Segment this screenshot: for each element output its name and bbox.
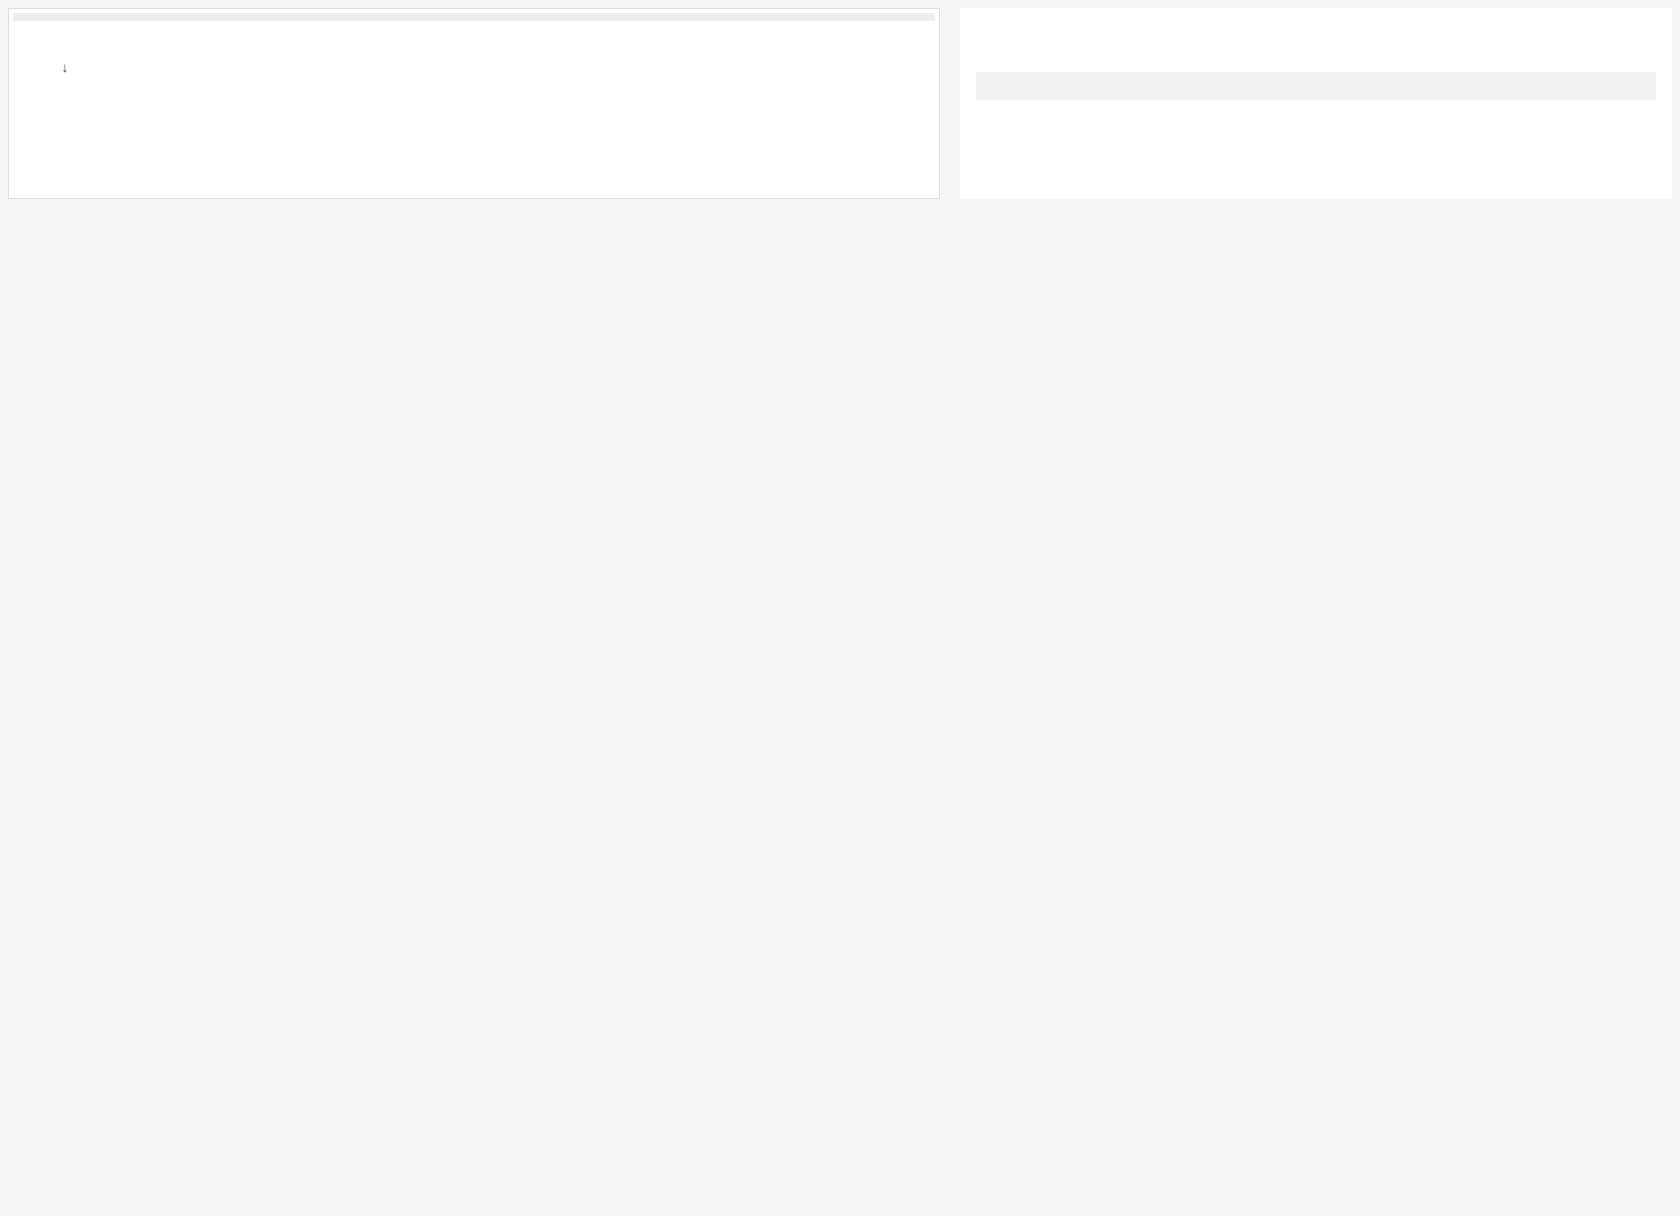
left-panel: ↓ <box>8 8 940 199</box>
arrow-down-icon: ↓ <box>29 59 101 76</box>
right-panel <box>960 8 1672 199</box>
theme-colors-block: ↓ <box>29 45 101 90</box>
tab-bar <box>13 13 935 21</box>
brand-section <box>976 72 1656 100</box>
